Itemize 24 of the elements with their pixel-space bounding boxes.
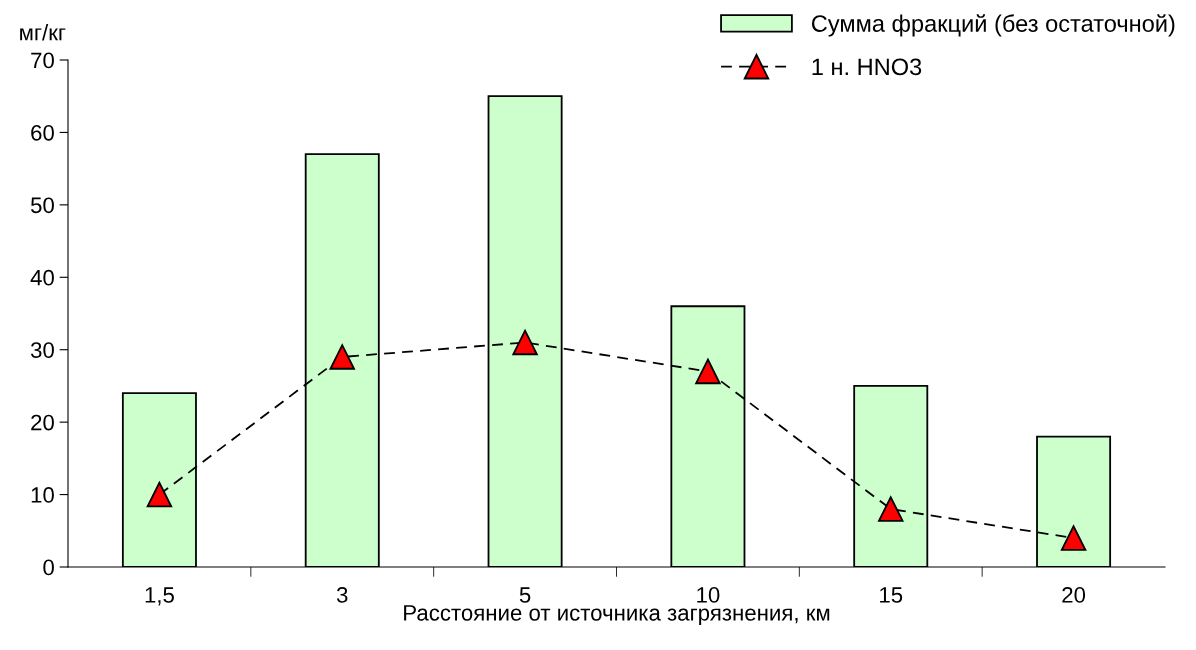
point — [1060, 525, 1087, 551]
legend-label: Сумма фракций (без остаточной) — [811, 14, 1175, 37]
point — [146, 481, 173, 508]
y-axis-title: мг/кг — [20, 24, 66, 41]
point — [695, 358, 721, 385]
y-tick-label: 60 — [31, 124, 54, 141]
y-tick-label: 0 — [43, 559, 54, 576]
y-tick-label: 70 — [31, 52, 54, 69]
x-tick-label: 15 — [880, 587, 903, 603]
point — [329, 344, 355, 370]
x-tick-label: 3 — [336, 587, 348, 603]
y-tick-label: 10 — [31, 487, 54, 503]
y-tick-label: 40 — [30, 269, 54, 286]
legend-label: 1 н. HNO3 — [812, 58, 922, 76]
point — [512, 329, 538, 356]
x-tick-label: 20 — [1062, 587, 1086, 603]
point — [878, 496, 904, 522]
x-axis-title: Расстояние от источника загрязнения, км — [404, 605, 830, 626]
x-tick-label: 10 — [697, 587, 720, 603]
x-tick-label: 1,5 — [145, 587, 174, 606]
x-tick-label: 5 — [519, 587, 531, 603]
y-tick-label: 20 — [31, 414, 54, 431]
y-tick-label: 50 — [30, 197, 54, 214]
y-tick-label: 30 — [30, 342, 54, 358]
